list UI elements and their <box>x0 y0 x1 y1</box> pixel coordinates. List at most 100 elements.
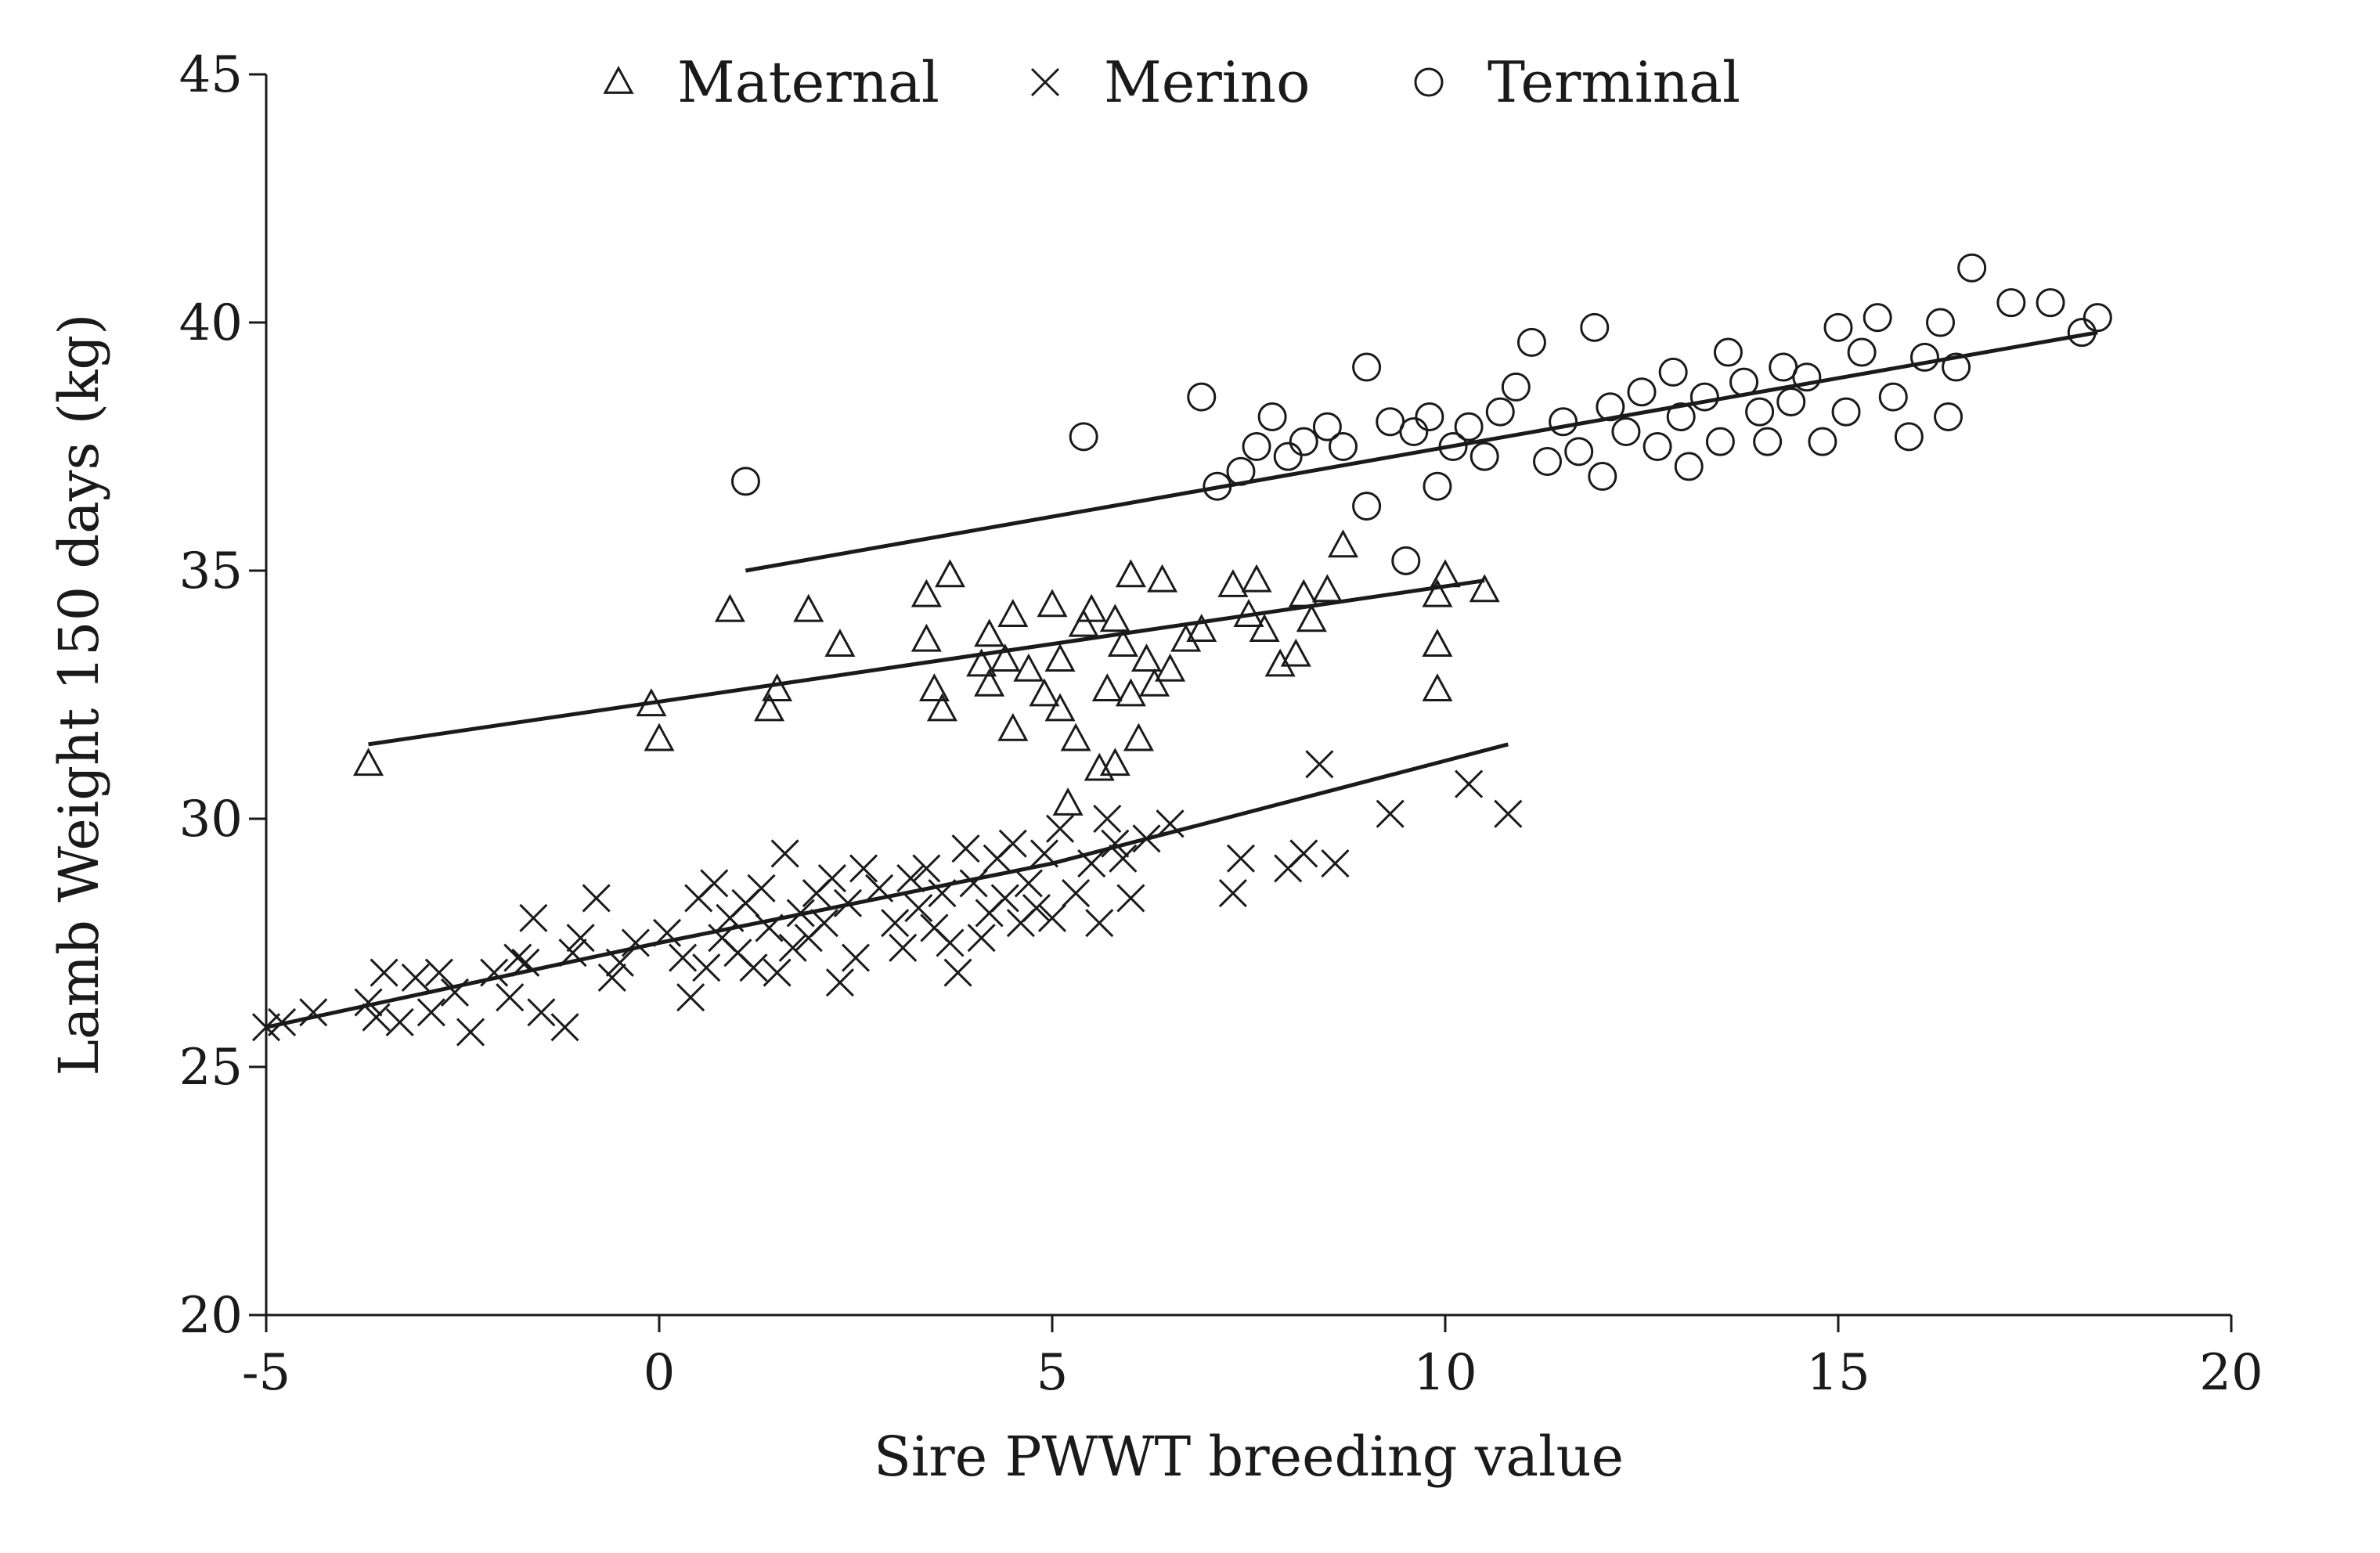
terminal-point <box>1485 397 1515 427</box>
terminal-point <box>1399 416 1429 446</box>
terminal-point <box>1069 422 1098 452</box>
terminal-point <box>730 467 760 496</box>
merino-point <box>778 933 807 962</box>
terminal-point <box>1878 382 1908 412</box>
merino-point <box>770 839 799 868</box>
maternal-point <box>1155 653 1186 682</box>
terminal-point <box>1666 402 1696 431</box>
terminal-point <box>1729 367 1759 397</box>
maternal-point <box>1138 668 1170 697</box>
x-tick-label: 5 <box>1037 1344 1069 1402</box>
maternal-point <box>793 593 824 622</box>
terminal-point <box>1273 441 1303 471</box>
merino-point <box>763 958 792 987</box>
merino-point <box>833 888 863 917</box>
terminal-point <box>1996 288 2026 318</box>
maternal-point <box>911 578 942 607</box>
merino-point <box>825 968 854 997</box>
terminal-point <box>1753 427 1783 456</box>
maternal-point <box>1327 529 1359 558</box>
y-tick-label: 40 <box>179 294 243 352</box>
terminal-point <box>1611 416 1641 446</box>
maternal-point <box>966 648 997 677</box>
maternal-point <box>1147 564 1178 593</box>
merino-point <box>817 864 846 893</box>
merino-point <box>990 884 1019 913</box>
maternal-point <box>1076 593 1107 622</box>
maternal-point <box>352 748 384 776</box>
x-tick-label: 15 <box>1806 1344 1870 1402</box>
merino-point <box>951 834 980 863</box>
terminal-point <box>1226 456 1256 486</box>
terminal-point <box>1823 312 1853 342</box>
x-tick-label: 10 <box>1413 1344 1477 1402</box>
maternal-point <box>1422 578 1453 607</box>
merino-point <box>1494 799 1523 828</box>
maternal-legend-label: Maternal <box>677 49 939 115</box>
maternal-point <box>1186 614 1217 642</box>
maternal-point <box>1037 589 1068 618</box>
y-tick-label: 20 <box>179 1287 243 1345</box>
terminal-point <box>1808 427 1837 456</box>
merino-point <box>1030 839 1059 868</box>
maternal-point <box>1123 722 1154 751</box>
merino-point <box>496 983 525 1012</box>
maternal-point <box>824 629 856 657</box>
merino-point <box>692 953 721 982</box>
maternal-point <box>644 722 675 751</box>
terminal-point <box>1909 342 1939 372</box>
terminal-point <box>1658 357 1688 387</box>
merino-point <box>936 928 965 957</box>
maternal-point <box>1060 722 1091 751</box>
merino-point <box>669 943 698 972</box>
maternal-point <box>714 593 745 622</box>
maternal-trendline <box>368 578 1485 747</box>
terminal-point <box>1312 412 1342 441</box>
merino-point <box>904 894 933 923</box>
maternal-point <box>1068 608 1099 637</box>
merino-point <box>558 939 587 967</box>
merino-point <box>370 958 398 987</box>
maternal-point <box>997 599 1029 627</box>
merino-point <box>889 933 918 962</box>
terminal-trendline <box>745 330 2098 573</box>
terminal-point <box>1847 337 1877 367</box>
merino-point <box>503 943 532 972</box>
maternal-point <box>754 693 785 722</box>
terminal-point <box>1674 452 1704 481</box>
terminal-point <box>1415 402 1444 431</box>
terminal-point <box>1289 427 1318 456</box>
maternal-point <box>1264 648 1296 677</box>
maternal-point <box>974 618 1005 647</box>
maternal-point <box>1013 653 1044 682</box>
maternal-legend-marker <box>603 66 634 94</box>
merino-point <box>385 1007 414 1037</box>
x-tick-label: 20 <box>2199 1344 2263 1402</box>
merino-point <box>1093 804 1122 834</box>
terminal-point <box>1187 382 1217 412</box>
terminal-point <box>1242 432 1271 461</box>
maternal-point <box>911 623 942 652</box>
y-tick-label: 35 <box>179 542 243 600</box>
maternal-point <box>1115 678 1146 707</box>
maternal-point <box>1130 643 1163 672</box>
terminal-point <box>1501 372 1531 402</box>
merino-point <box>676 983 705 1012</box>
merino-point <box>268 1007 297 1037</box>
x-axis-title: Sire PWWT breeding value <box>874 1425 1624 1489</box>
merino-point <box>896 864 925 893</box>
terminal-point <box>1549 407 1578 437</box>
merino-point <box>928 879 957 908</box>
merino-point <box>511 948 540 977</box>
x-tick-label: 0 <box>644 1344 676 1402</box>
terminal-point <box>1438 432 1468 461</box>
terminal-point <box>1942 352 1971 382</box>
x-tick-label: -5 <box>242 1344 290 1402</box>
terminal-point <box>1689 382 1719 412</box>
merino-point <box>1321 849 1350 878</box>
maternal-point <box>1288 578 1319 607</box>
terminal-point <box>1257 402 1287 431</box>
merino-point <box>354 988 383 1017</box>
maternal-point <box>1170 623 1202 652</box>
merino-point <box>755 913 784 942</box>
